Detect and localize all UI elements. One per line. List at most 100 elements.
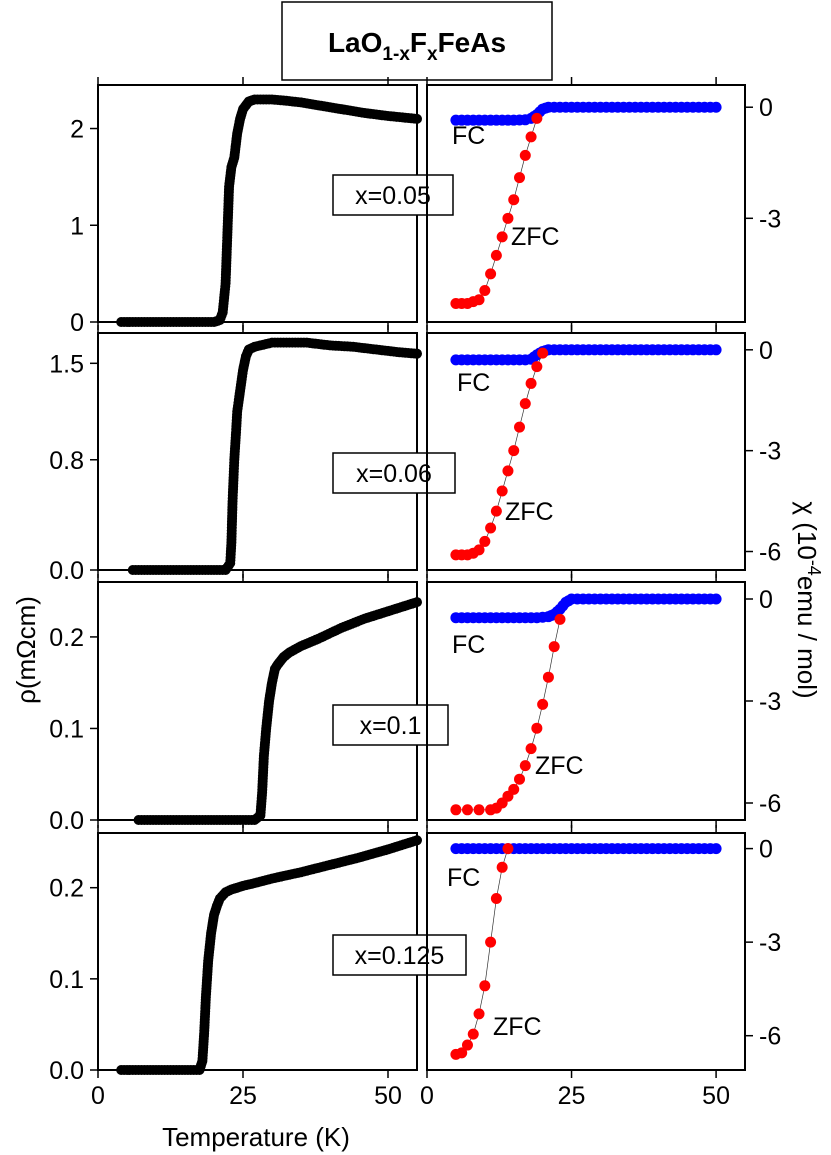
panels: 0 1 2 x=0.05 0 -3 FC ZFC 0.0 0.8 1.5 x=0.06 0 -3 -6 FC Z… bbox=[49, 77, 781, 1110]
resistivity-point bbox=[412, 348, 422, 359]
x-tick-label: 25 bbox=[229, 1082, 257, 1110]
doping-label-text: x=0.125 bbox=[355, 942, 445, 970]
zfc-point bbox=[525, 743, 537, 755]
doping-label: x=0.06 bbox=[332, 452, 456, 494]
resistivity-point bbox=[412, 597, 422, 608]
zfc-point bbox=[479, 285, 491, 297]
y-tick-label: -6 bbox=[759, 539, 781, 567]
plot-frame bbox=[97, 332, 418, 571]
zfc-point bbox=[508, 783, 520, 795]
y-tick-label: 0 bbox=[70, 309, 84, 337]
title-part-a: LaO bbox=[328, 27, 382, 58]
panel-5: 0.0 0.1 0.2 x=0.1 bbox=[49, 574, 449, 835]
y-axis-label-right: χ (10-4emu / mol) bbox=[792, 501, 824, 698]
zfc-point bbox=[496, 861, 508, 873]
y-tick-label: 0 bbox=[759, 836, 773, 864]
fc-label: FC bbox=[452, 631, 485, 659]
zfc-point bbox=[496, 485, 508, 497]
zfc-point bbox=[485, 522, 497, 534]
zfc-point bbox=[496, 231, 508, 243]
x-tick-label: 50 bbox=[702, 1082, 730, 1110]
zfc-point bbox=[514, 172, 526, 184]
zfc-point bbox=[490, 892, 502, 904]
zfc-point bbox=[537, 347, 549, 359]
zfc-point bbox=[456, 1047, 468, 1059]
zfc-point bbox=[473, 804, 485, 816]
y-tick-label: 0.1 bbox=[49, 715, 84, 743]
zfc-point bbox=[525, 377, 537, 389]
y-tick-label: -3 bbox=[759, 438, 781, 466]
zfc-point bbox=[479, 980, 491, 992]
y-tick-label: 0.1 bbox=[49, 966, 84, 994]
x-tick-label: 25 bbox=[558, 1082, 586, 1110]
zfc-point bbox=[508, 445, 520, 457]
x-tick-label: 50 bbox=[374, 1082, 402, 1110]
fc-point bbox=[710, 593, 722, 605]
resistivity-point bbox=[412, 835, 422, 846]
panel-3: 0.0 0.8 1.5 x=0.06 bbox=[49, 325, 456, 585]
y-tick-label: 0 bbox=[759, 337, 773, 365]
plot-frame bbox=[426, 332, 746, 571]
doping-label-text: x=0.06 bbox=[356, 460, 432, 488]
zfc-point bbox=[554, 613, 566, 625]
zfc-point bbox=[473, 544, 485, 556]
y-tick-label: 0.0 bbox=[49, 1057, 84, 1085]
zfc-point bbox=[514, 421, 526, 433]
fc-point bbox=[710, 101, 722, 113]
zfc-point bbox=[461, 804, 473, 816]
y-tick-label: 0.2 bbox=[49, 624, 84, 652]
zfc-label: ZFC bbox=[493, 1013, 542, 1041]
zfc-point bbox=[502, 465, 514, 477]
zfc-label: ZFC bbox=[535, 752, 584, 780]
fc-point bbox=[710, 843, 722, 855]
zfc-point bbox=[519, 760, 531, 772]
zfc-point bbox=[519, 398, 531, 410]
y-tick-label: -6 bbox=[759, 790, 781, 818]
y-tick-label: -3 bbox=[759, 929, 781, 957]
y-tick-label: 0.8 bbox=[49, 447, 84, 475]
zfc-point bbox=[508, 194, 520, 206]
y-tick-label: 0 bbox=[759, 586, 773, 614]
zfc-point bbox=[485, 268, 497, 280]
resistivity-point bbox=[412, 113, 422, 124]
doping-label-text: x=0.05 bbox=[355, 182, 431, 210]
zfc-point bbox=[502, 843, 514, 855]
y-tick-label: 1 bbox=[70, 212, 84, 240]
zfc-label: ZFC bbox=[511, 223, 560, 251]
fc-point bbox=[710, 344, 722, 356]
x-tick-label: 0 bbox=[91, 1082, 105, 1110]
title-sub-a: 1-x bbox=[382, 44, 410, 65]
zfc-point bbox=[461, 1039, 473, 1051]
zfc-point bbox=[531, 361, 543, 373]
fc-label: FC bbox=[447, 864, 480, 892]
zfc-line bbox=[455, 619, 561, 811]
zfc-point bbox=[537, 698, 549, 710]
doping-label: x=0.1 bbox=[332, 704, 449, 746]
panel-7: 0 25 50 0.0 0.1 0.2 x=0.125 bbox=[49, 825, 467, 1110]
panel-1: 0 1 2 x=0.05 bbox=[70, 77, 454, 337]
panel-6: 0 -3 -6 FC ZFC bbox=[426, 574, 781, 828]
title-sub-b: x bbox=[427, 44, 438, 65]
y-axis-label-left: ρ(mΩcm) bbox=[11, 596, 41, 704]
zfc-point bbox=[525, 131, 537, 143]
zfc-point bbox=[490, 505, 502, 517]
x-tick-label: 0 bbox=[420, 1082, 434, 1110]
y-tick-label: -3 bbox=[759, 205, 781, 233]
plot-frame bbox=[426, 832, 746, 1071]
zfc-point bbox=[519, 149, 531, 161]
fc-label: FC bbox=[452, 122, 485, 150]
fc-label: FC bbox=[457, 369, 490, 397]
zfc-point bbox=[542, 671, 554, 683]
panel-4: 0 -3 -6 FC ZFC bbox=[426, 325, 781, 578]
y-tick-label: 0.0 bbox=[49, 807, 84, 835]
zfc-point bbox=[514, 773, 526, 785]
svg-text:LaO1-xFxFeAs: LaO1-xFxFeAs bbox=[328, 27, 506, 65]
zfc-point bbox=[548, 641, 560, 653]
zfc-point bbox=[450, 804, 462, 816]
doping-label: x=0.125 bbox=[332, 934, 467, 976]
zfc-point bbox=[473, 294, 485, 306]
figure-title: LaO1-xFxFeAs bbox=[281, 1, 553, 81]
y-tick-label: 0.2 bbox=[49, 875, 84, 903]
x-axis-label: Temperature (K) bbox=[162, 1122, 350, 1152]
